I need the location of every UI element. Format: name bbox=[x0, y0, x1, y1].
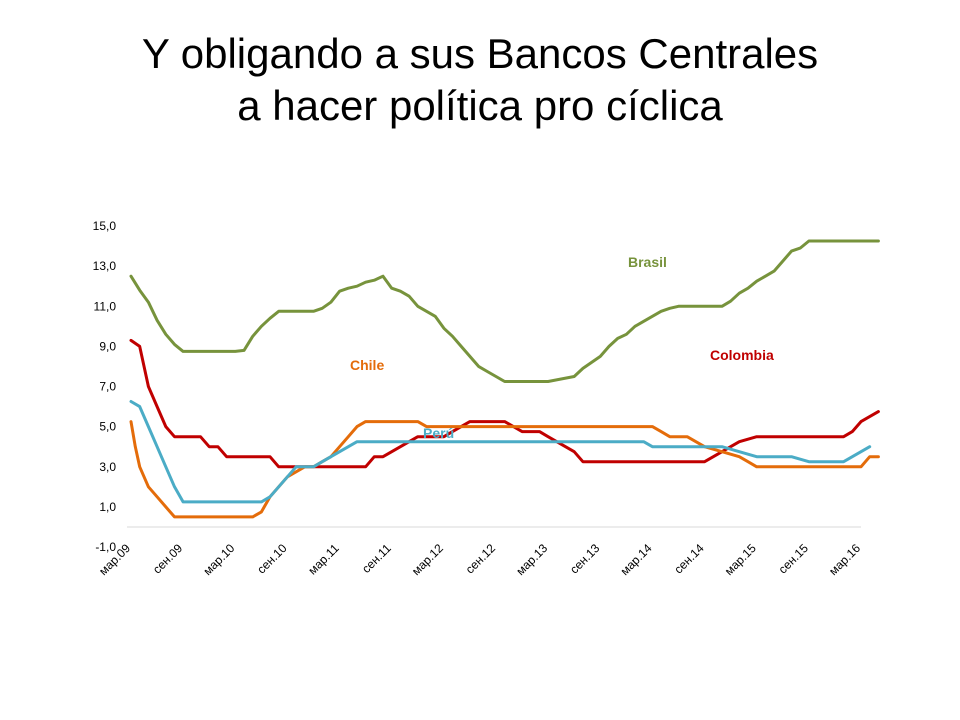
series-line-colombia bbox=[129, 338, 880, 469]
series-line-chile bbox=[129, 420, 880, 519]
y-tick-label: 11,0 bbox=[94, 299, 117, 313]
x-tick-label: сен.14 bbox=[671, 541, 707, 577]
y-tick-label: 15,0 bbox=[93, 219, 117, 233]
series-label-colombia: Colombia bbox=[710, 347, 774, 363]
series-label-peru: Perú bbox=[423, 425, 454, 441]
x-tick-label: мар.13 bbox=[513, 541, 550, 578]
slide-title: Y obligando a sus Bancos Centrales a hac… bbox=[0, 28, 960, 132]
x-tick-label: мар.15 bbox=[722, 541, 759, 578]
x-tick-label: мар.16 bbox=[826, 541, 863, 578]
y-tick-label: 13,0 bbox=[93, 259, 117, 273]
x-tick-label: мар.12 bbox=[409, 541, 446, 578]
y-tick-label: -1,0 bbox=[95, 540, 116, 554]
x-tick-label: сен.12 bbox=[463, 541, 499, 577]
x-tick-label: сен.11 bbox=[359, 541, 394, 576]
x-tick-label: мар.10 bbox=[200, 541, 237, 578]
slide-title-line-1: Y obligando a sus Bancos Centrales bbox=[141, 30, 819, 77]
series-line-brasil bbox=[129, 239, 880, 383]
y-tick-label: 9,0 bbox=[99, 339, 116, 353]
y-tick-label: 5,0 bbox=[99, 420, 116, 434]
x-tick-label: сен.10 bbox=[254, 541, 290, 577]
slide-title-line-2: a hacer política pro cíclica bbox=[237, 82, 723, 129]
series-line-peru bbox=[129, 400, 872, 504]
series-label-chile: Chile bbox=[350, 357, 384, 373]
y-tick-label: 3,0 bbox=[99, 460, 116, 474]
x-tick-label: сен.15 bbox=[776, 541, 812, 577]
x-tick-label: сен.09 bbox=[150, 541, 186, 577]
y-tick-label: 7,0 bbox=[99, 380, 116, 394]
x-tick-label: мар.11 bbox=[305, 541, 342, 578]
x-tick-label: сен.13 bbox=[567, 541, 603, 577]
y-tick-label: 1,0 bbox=[99, 500, 116, 514]
series-label-brasil: Brasil bbox=[628, 254, 667, 270]
x-tick-label: мар.14 bbox=[618, 541, 655, 578]
